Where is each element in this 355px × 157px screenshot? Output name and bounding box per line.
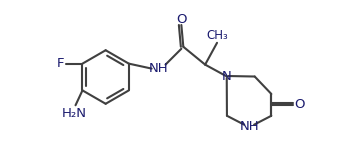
Text: CH₃: CH₃ [206,29,228,42]
Text: O: O [294,98,304,111]
Text: NH: NH [239,120,259,133]
Text: O: O [176,13,187,26]
Text: NH: NH [149,62,168,75]
Text: N: N [222,70,232,83]
Text: F: F [57,57,64,70]
Text: H₂N: H₂N [62,107,87,120]
